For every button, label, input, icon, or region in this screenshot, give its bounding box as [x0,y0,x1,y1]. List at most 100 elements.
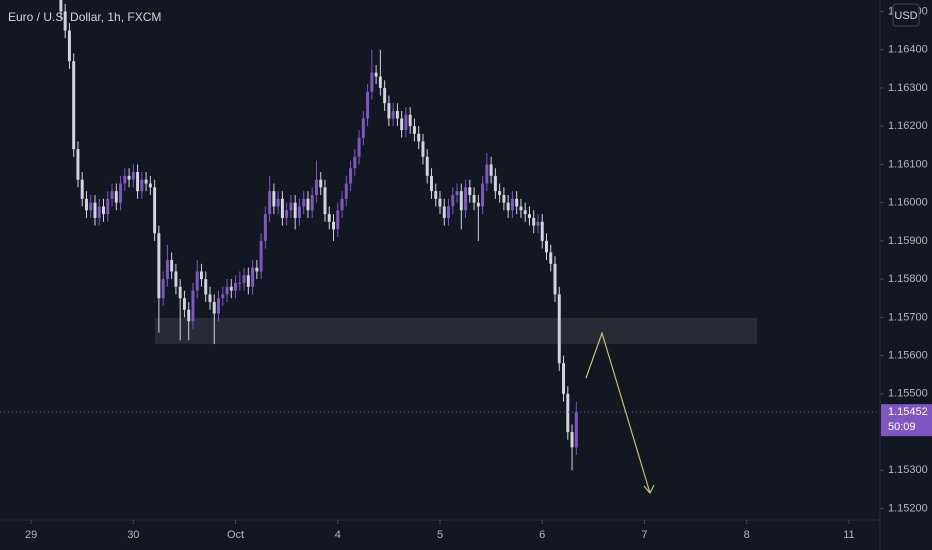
candle-body [157,233,161,299]
x-tick-label: 6 [539,529,545,541]
y-tick-label: 1.16200 [888,120,928,132]
x-tick-label: 7 [641,529,647,541]
candle-body [327,214,331,222]
candle-body [238,282,242,284]
y-tick-label: 1.16000 [888,197,928,209]
candle-body [272,191,276,207]
last-price-badge [881,404,932,437]
projection-arrow [585,331,651,494]
candle-body [332,221,336,230]
y-tick-label: 1.15300 [888,464,928,476]
candle-body [502,195,506,203]
candle-body [123,175,127,184]
candle-body [242,275,246,283]
candle-body [510,198,514,211]
candle-body [191,290,195,322]
x-tick-label: 11 [843,529,854,541]
candle-body [246,275,250,287]
candle-body [366,91,370,119]
candle-body [199,271,203,280]
candle-body [208,294,212,303]
candle-body [84,198,88,211]
candle-body [442,206,446,218]
candle-body [251,267,255,287]
x-tick-label: 4 [335,529,341,541]
candle-body [544,240,548,253]
candle-body [144,179,148,184]
candle-body [217,298,220,314]
y-tick-label: 1.15800 [888,273,928,285]
x-tick-label: 5 [437,529,443,541]
candle-body [314,179,318,195]
candle-body [562,363,566,394]
candle-body [557,294,561,364]
candle-body [357,137,361,157]
candle-body [93,202,97,218]
candle-body [306,198,310,211]
candle-body [400,118,404,130]
candle-body [255,267,259,272]
candle-body [170,260,174,272]
candle-body [344,183,348,199]
candle-body [80,179,84,199]
candle-body [225,286,229,295]
candle-body [72,61,76,150]
candle-body [310,195,314,211]
candle-body [127,175,131,180]
candle-body [455,191,459,195]
candle-body [506,202,510,211]
y-tick-label: 1.15900 [888,235,928,247]
candle-body [447,206,451,218]
y-tick-label: 1.15200 [888,502,928,514]
candle-body [340,198,344,211]
x-tick-label: 29 [25,529,37,541]
candle-body [102,206,105,215]
x-tick-label: 30 [127,529,139,541]
candle-body [421,141,425,157]
candle-body [451,195,455,207]
candle-body [464,187,468,211]
candle-body [387,103,391,119]
candle-body [383,87,387,104]
currency: USD [894,10,917,22]
candle-body [353,156,357,169]
candle-body [268,191,272,215]
candle-body [404,114,408,130]
candle-body [319,179,323,188]
candle-body [472,195,476,203]
chart-title: Euro / U.S. Dollar, 1h, FXCM [8,10,161,24]
candle-body [97,206,101,218]
candle-body [493,175,497,192]
x-tick-label: 8 [744,529,750,541]
candle-body [417,133,421,142]
candle-body [67,30,71,62]
candle-body [485,164,489,184]
candle-body [391,110,395,119]
candle-body [89,202,93,211]
currency-badge[interactable] [892,3,920,27]
candle-body [110,191,114,199]
candle-body [323,187,327,215]
candle-body [489,164,493,176]
candle-body [212,302,216,314]
candle-body [429,175,433,192]
candle-body [131,172,135,180]
candle-body [182,298,186,310]
candle-body [174,271,178,287]
candle-body [349,168,353,184]
candle-body [204,279,208,295]
candle-body [336,210,340,230]
candle-body [302,198,306,207]
candle-body [178,286,182,299]
candle-body [468,187,472,195]
candle-body [438,198,442,207]
arrow-head [643,484,655,495]
last-price-label: 1.15452 [888,406,928,418]
y-tick-label: 1.15600 [888,349,928,361]
candle-body [515,198,519,207]
candle-body [63,11,67,31]
candle-body [263,214,267,241]
